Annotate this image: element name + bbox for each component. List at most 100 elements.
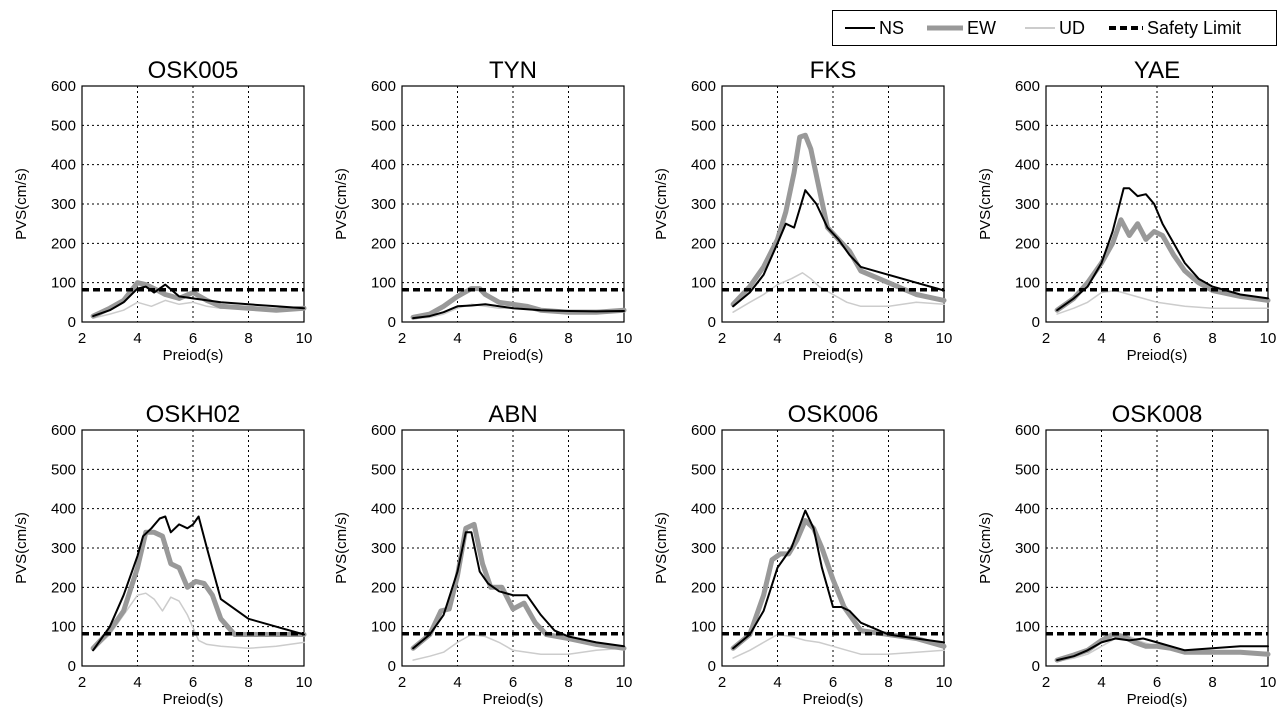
chart-title: OSKH02	[146, 401, 241, 428]
y-tick-label: 0	[388, 658, 396, 675]
y-tick-label: 500	[1015, 117, 1040, 134]
y-tick-label: 200	[371, 579, 396, 596]
y-axis-label: PVS(cm/s)	[977, 168, 994, 240]
y-tick-label: 500	[371, 461, 396, 478]
chart-yae: YAE 0 100 200 300 400 500 600 2 4 6 8 10 Preiod(s) PVS…	[977, 57, 1276, 364]
y-tick-label: 100	[371, 275, 396, 292]
y-tick-label: 500	[51, 117, 76, 134]
y-tick-label: 600	[51, 78, 76, 95]
x-tick-label: 8	[884, 674, 892, 691]
x-tick-label: 2	[1042, 674, 1050, 691]
series-line-ns	[92, 515, 305, 652]
x-tick-label: 10	[936, 674, 953, 691]
y-tick-label: 0	[708, 314, 716, 331]
x-axis-label: Preiod(s)	[1127, 691, 1188, 708]
y-tick-label: 300	[691, 196, 716, 213]
plot-frame	[721, 429, 945, 667]
y-axis-label: PVS(cm/s)	[13, 512, 30, 584]
legend-label-ud: UD	[1059, 17, 1085, 38]
x-tick-label: 10	[936, 330, 953, 347]
y-tick-label: 200	[691, 579, 716, 596]
legend-item-safety-limit: Safety Limit	[1109, 11, 1241, 45]
x-tick-label: 10	[296, 674, 313, 691]
x-tick-label: 6	[1153, 674, 1161, 691]
y-tick-label: 100	[51, 619, 76, 636]
x-tick-label: 4	[773, 330, 781, 347]
y-tick-label: 400	[371, 157, 396, 174]
y-tick-label: 0	[1032, 658, 1040, 675]
y-axis-label: PVS(cm/s)	[653, 168, 670, 240]
y-tick-label: 400	[691, 157, 716, 174]
x-tick-label: 2	[1042, 330, 1050, 347]
chart-oskh02: OSKH02 0 100 200 300 400 500 600 2 4 6 8 10 Preiod(s)…	[13, 401, 312, 708]
x-tick-label: 4	[1097, 674, 1105, 691]
legend-swatch-safety-limit	[1109, 26, 1143, 30]
x-tick-label: 10	[1260, 674, 1277, 691]
y-tick-label: 400	[51, 157, 76, 174]
y-tick-label: 400	[691, 501, 716, 518]
x-tick-label: 8	[1208, 674, 1216, 691]
x-tick-label: 2	[718, 330, 726, 347]
legend-label-safety-limit: Safety Limit	[1147, 17, 1242, 38]
series-line-ud	[1056, 289, 1269, 315]
y-tick-label: 600	[371, 78, 396, 95]
y-tick-label: 200	[1015, 235, 1040, 252]
y-tick-label: 200	[691, 235, 716, 252]
legend-item-ew: EW	[927, 11, 996, 45]
y-tick-label: 100	[691, 619, 716, 636]
series-line-ud	[732, 272, 945, 313]
series-line-ud	[412, 633, 625, 661]
series-line-ns	[732, 189, 945, 308]
series-line-ud	[732, 633, 945, 659]
x-axis-label: Preiod(s)	[163, 691, 224, 708]
y-tick-label: 300	[371, 540, 396, 557]
plot-frame	[1045, 85, 1269, 323]
series-line-ew	[1054, 217, 1271, 313]
x-tick-label: 4	[133, 674, 141, 691]
chart-title: YAE	[1134, 57, 1180, 84]
y-axis-label: PVS(cm/s)	[333, 168, 350, 240]
y-axis-label: PVS(cm/s)	[13, 168, 30, 240]
x-tick-label: 4	[773, 674, 781, 691]
series-line-ew	[90, 280, 307, 319]
y-tick-label: 300	[371, 196, 396, 213]
x-tick-label: 2	[398, 674, 406, 691]
chart-abn: ABN 0 100 200 300 400 500 600 2 4 6 8 10 Preiod(s) PVS…	[333, 401, 632, 708]
legend-label-ew: EW	[967, 17, 996, 38]
legend-swatch-ns	[845, 27, 875, 29]
x-tick-label: 10	[616, 330, 633, 347]
legend-label-ns: NS	[879, 17, 905, 38]
y-tick-label: 500	[371, 117, 396, 134]
y-tick-label: 600	[691, 78, 716, 95]
chart-osk006: OSK006 0 100 200 300 400 500 600 2 4 6 8 10 Preiod(s)…	[653, 401, 952, 708]
series-line-ew	[410, 521, 627, 651]
y-tick-label: 400	[51, 501, 76, 518]
x-tick-label: 2	[718, 674, 726, 691]
y-tick-label: 0	[68, 658, 76, 675]
chart-title: OSK006	[788, 401, 879, 428]
chart-title: FKS	[810, 57, 857, 84]
x-tick-label: 4	[453, 674, 461, 691]
y-tick-label: 400	[1015, 157, 1040, 174]
series-line-ns	[732, 509, 945, 650]
y-tick-label: 200	[1015, 579, 1040, 596]
legend-item-ns: NS	[845, 11, 904, 45]
y-tick-label: 300	[51, 196, 76, 213]
x-tick-label: 8	[564, 674, 572, 691]
y-tick-label: 600	[51, 422, 76, 439]
x-tick-label: 6	[189, 674, 197, 691]
y-tick-label: 400	[1015, 501, 1040, 518]
y-axis-label: PVS(cm/s)	[977, 512, 994, 584]
y-tick-label: 600	[371, 422, 396, 439]
series-line-ns	[412, 303, 625, 320]
chart-title: OSK005	[148, 57, 239, 84]
y-tick-label: 100	[691, 275, 716, 292]
x-tick-label: 8	[884, 330, 892, 347]
plot-frame	[401, 85, 625, 323]
legend: NS EW UD Safety Limit	[832, 10, 1277, 46]
y-tick-label: 0	[1032, 314, 1040, 331]
x-tick-label: 6	[829, 330, 837, 347]
series-line-ns	[92, 283, 305, 318]
y-axis-label: PVS(cm/s)	[333, 512, 350, 584]
